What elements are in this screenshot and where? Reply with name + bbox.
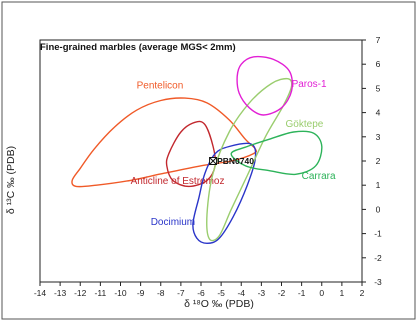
x-tick-label: -10 bbox=[114, 288, 127, 298]
x-tick-label: -6 bbox=[197, 288, 205, 298]
y-tick-label: 0 bbox=[376, 204, 381, 214]
region-pentelicon bbox=[71, 97, 258, 188]
y-tick-label: 7 bbox=[376, 35, 381, 45]
y-tick-label: -2 bbox=[374, 253, 382, 263]
x-tick-label: -13 bbox=[54, 288, 67, 298]
chart-title: Fine-grained marbles (average MGS< 2mm) bbox=[40, 42, 236, 53]
x-axis-label: δ ¹⁸O ‰ (PDB) bbox=[184, 298, 254, 310]
y-tick-label: 6 bbox=[376, 59, 381, 69]
region-carrara bbox=[230, 130, 323, 176]
y-tick-label: 4 bbox=[376, 108, 381, 118]
region-paros-1 bbox=[236, 55, 294, 116]
x-tick-label: -5 bbox=[217, 288, 225, 298]
x-tick-label: 0 bbox=[319, 288, 324, 298]
x-tick-label: -11 bbox=[95, 288, 107, 298]
x-tick-label: -12 bbox=[74, 288, 87, 298]
region-label-docimium: Docimium bbox=[151, 217, 195, 228]
y-axis-label: δ ¹³C ‰ (PDB) bbox=[5, 146, 17, 214]
y-tick-label: 3 bbox=[376, 132, 381, 142]
region-label-g-ktepe: Göktepe bbox=[286, 119, 324, 130]
x-tick-label: -8 bbox=[157, 288, 165, 298]
regions-layer: Pentelicon Anticline of Estremoz Docimium G… bbox=[71, 55, 336, 245]
sample-marker-cross bbox=[209, 157, 217, 165]
x-tick-label: -4 bbox=[237, 288, 245, 298]
region-label-anticline-of-estremoz: Anticline of Estremoz bbox=[131, 176, 225, 187]
y-tick-label: 5 bbox=[376, 83, 381, 93]
x-tick-label: -7 bbox=[177, 288, 185, 298]
x-tick-label: 1 bbox=[340, 288, 345, 298]
sample-label-pbn0740: PBN0740 bbox=[217, 156, 254, 166]
y-tick-label: 2 bbox=[376, 156, 381, 166]
samples-layer: PBN0740 bbox=[209, 156, 254, 166]
y-tick-label: -1 bbox=[374, 229, 382, 239]
y-tick-label: -3 bbox=[374, 277, 382, 287]
region-g-ktepe bbox=[206, 77, 293, 242]
x-tick-label: -9 bbox=[137, 288, 145, 298]
x-axis: -14 -13 -12 -11 -10 -9 -8 -7 -6 -5 -4 -3 -2 -1 0 1 2 bbox=[34, 282, 365, 298]
region-label-carrara: Carrara bbox=[302, 171, 336, 182]
y-tick-label: 1 bbox=[376, 180, 381, 190]
x-tick-label: 2 bbox=[360, 288, 365, 298]
y-axis: -3 -2 -1 0 1 2 3 4 5 6 7 bbox=[362, 35, 382, 287]
x-tick-label: -1 bbox=[298, 288, 306, 298]
x-tick-label: -14 bbox=[34, 288, 47, 298]
region-label-pentelicon: Pentelicon bbox=[137, 80, 184, 91]
region-label-paros-1: Paros-1 bbox=[292, 79, 327, 90]
x-tick-label: -3 bbox=[258, 288, 266, 298]
x-tick-label: -2 bbox=[278, 288, 286, 298]
